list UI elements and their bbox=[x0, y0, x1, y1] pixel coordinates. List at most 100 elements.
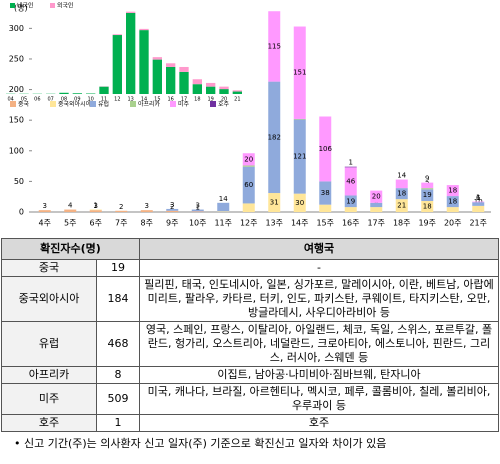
inset-x-label: 15 bbox=[154, 97, 160, 103]
x-tick-label: 15주 bbox=[316, 219, 334, 228]
legend-swatch bbox=[50, 101, 56, 107]
x-tick-label: 12주 bbox=[240, 219, 258, 228]
bar-segment bbox=[166, 208, 179, 211]
data-label: 106 bbox=[319, 145, 333, 153]
data-label: 9 bbox=[425, 175, 429, 183]
bar-segment bbox=[268, 11, 281, 82]
bar-segment bbox=[370, 190, 383, 203]
x-tick-label: 14주 bbox=[291, 219, 309, 228]
data-label: 18 bbox=[397, 190, 406, 198]
inset-x-label: 05 bbox=[21, 97, 27, 103]
data-label: 182 bbox=[268, 133, 281, 141]
inset-bar bbox=[192, 84, 202, 94]
table-row: 중국외아시아 184 필리핀, 태국, 인도네시아, 일본, 싱가포르, 말레이시아… bbox=[1, 276, 499, 322]
bar-segment bbox=[344, 166, 357, 168]
bar-segment bbox=[293, 193, 306, 212]
bar-segment bbox=[395, 188, 408, 200]
table-cell: 미국, 캐나다, 브라질, 아르헨티나, 멕시코, 페루, 콜롬비아, 칠레, … bbox=[139, 383, 499, 415]
bar-segment bbox=[344, 195, 357, 208]
data-label: 1 bbox=[476, 194, 480, 202]
data-label: 3 bbox=[94, 202, 98, 210]
bar-segment bbox=[217, 202, 230, 212]
inset-x-label: 06 bbox=[34, 97, 40, 103]
inset-bar bbox=[219, 89, 229, 94]
inset-bar bbox=[232, 90, 242, 92]
inset-x-label: 04 bbox=[7, 97, 13, 103]
data-label: 1 bbox=[349, 159, 353, 167]
header-cell: 여행국 bbox=[139, 238, 499, 260]
inset-bar bbox=[152, 57, 162, 60]
inset-x-label: 19 bbox=[207, 97, 213, 103]
table-cell: 중국외아시아 bbox=[1, 276, 97, 322]
bar-segment bbox=[166, 210, 179, 212]
x-tick-label: 6주 bbox=[90, 219, 102, 228]
bar-segment bbox=[191, 211, 204, 212]
data-label: 18 bbox=[448, 187, 457, 195]
bar-segment bbox=[370, 202, 383, 208]
table-cell: 중국 bbox=[1, 259, 97, 277]
bar-segment bbox=[446, 207, 459, 212]
inset-bar bbox=[139, 30, 149, 94]
legend-label: 외국인 bbox=[57, 3, 74, 10]
bar-segment bbox=[293, 118, 306, 120]
y-tick-label: 0 bbox=[19, 208, 24, 217]
bar-segment bbox=[370, 207, 383, 212]
inset-x-label: 20 bbox=[221, 97, 227, 103]
inset-x-label: 07 bbox=[47, 97, 53, 103]
data-label: 14 bbox=[397, 172, 406, 180]
table-row: 유럽 468 영국, 스페인, 프랑스, 이탈리아, 아일랜드, 체코, 독일, 스… bbox=[1, 321, 499, 367]
inset-bar bbox=[166, 66, 176, 94]
x-tick-label: 16주 bbox=[342, 219, 360, 228]
data-label: 151 bbox=[293, 69, 306, 77]
data-label: 4 bbox=[68, 202, 73, 210]
legend-swatch bbox=[10, 101, 16, 107]
bar-segment bbox=[319, 181, 332, 205]
data-label: 38 bbox=[321, 189, 330, 197]
legend-swatch bbox=[210, 101, 216, 107]
data-label: 21 bbox=[397, 202, 406, 210]
legend-swatch bbox=[170, 101, 176, 107]
inset-x-label: 14 bbox=[141, 97, 147, 103]
y-axis-label: (명) bbox=[14, 3, 28, 13]
data-label: 115 bbox=[268, 42, 281, 50]
inset-bar bbox=[219, 86, 229, 90]
bar-segment bbox=[115, 210, 128, 212]
bar-segment bbox=[89, 209, 102, 211]
x-tick-label: 21주 bbox=[469, 219, 487, 228]
table-row: 호주 1 호주 bbox=[1, 414, 499, 432]
bar-segment bbox=[421, 189, 434, 201]
legend-label: 중국외아시아 bbox=[58, 100, 92, 108]
legend-swatch bbox=[90, 101, 96, 107]
inset-bar bbox=[59, 92, 69, 94]
chart: (명) 0 50 100 150 200 250 300 내국인 외국인 04 05 06 07 08 09… bbox=[6, 2, 491, 228]
bar-segment bbox=[344, 167, 357, 196]
inset-x-label: 13 bbox=[127, 97, 133, 103]
table-cell: 509 bbox=[96, 383, 140, 415]
x-tick-label: 11주 bbox=[214, 219, 232, 228]
bar-segment bbox=[344, 207, 357, 212]
bar-segment bbox=[242, 165, 255, 167]
bar-segment bbox=[472, 205, 485, 212]
bar-segment bbox=[319, 204, 332, 212]
data-label: 18 bbox=[448, 198, 457, 206]
inset-bar bbox=[206, 86, 216, 94]
bar-segment bbox=[421, 200, 434, 212]
bar-segment bbox=[64, 209, 77, 212]
y-tick-label: 300 bbox=[9, 24, 24, 33]
x-tick-label: 10주 bbox=[189, 219, 207, 228]
x-tick-label: 20주 bbox=[444, 219, 462, 228]
bar-segment bbox=[421, 188, 434, 190]
inset-x-label: 09 bbox=[74, 97, 80, 103]
table-cell: 184 bbox=[96, 276, 140, 322]
table-row: 중국 19- bbox=[1, 259, 499, 277]
data-label: 6 bbox=[476, 194, 481, 202]
table-cell: 1 bbox=[96, 414, 140, 432]
data-label: 20 bbox=[372, 193, 381, 201]
y-tick-label: 250 bbox=[9, 54, 24, 63]
table-row: 미주 509 미국, 캐나다, 브라질, 아르헨티나, 멕시코, 페루, 콜롬비아,… bbox=[1, 383, 499, 415]
data-label: 1 bbox=[94, 202, 98, 210]
data-label: 14 bbox=[219, 195, 228, 203]
inset-bar bbox=[72, 93, 82, 94]
legend-swatch bbox=[10, 3, 15, 8]
